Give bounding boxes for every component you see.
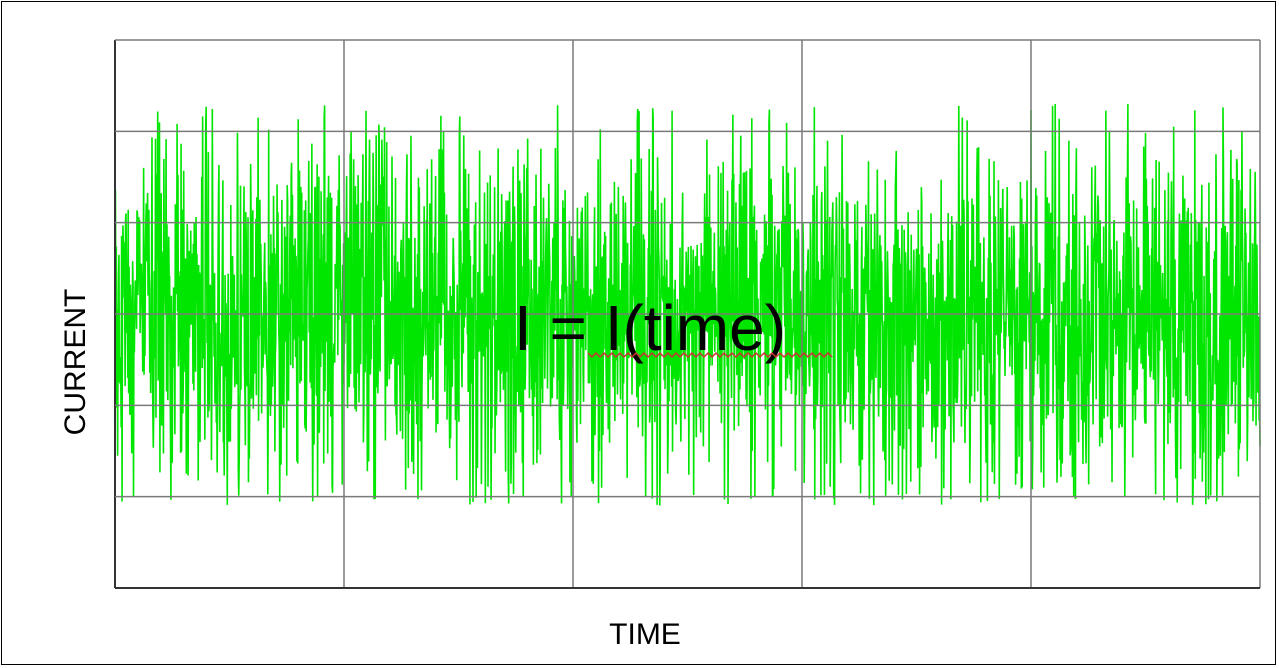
x-axis-label: TIME [609,618,681,651]
signal-trace [114,103,1261,506]
grid-layer [114,39,1261,589]
equation-annotation: I = I(time) [514,292,786,364]
y-axis-label: CURRENT [59,289,92,436]
signal-layer [114,103,1261,506]
spellcheck-underline [587,351,833,359]
plot-area [114,39,1261,589]
